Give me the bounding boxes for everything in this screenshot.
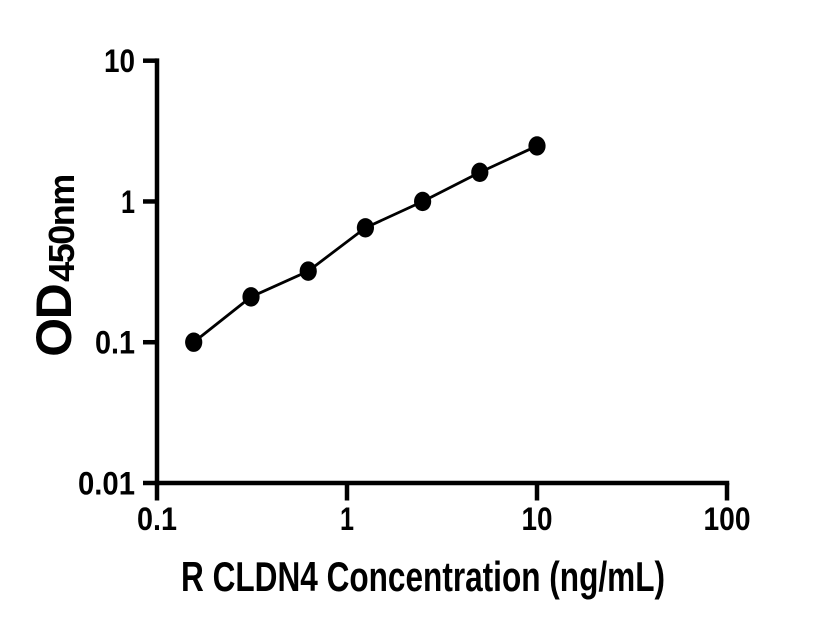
y-axis-title: OD 450nm — [26, 175, 82, 357]
standard-curve-series — [185, 136, 546, 352]
y-tick-label: 1 — [121, 184, 135, 220]
data-point-marker — [471, 162, 489, 183]
x-tick-label: 1 — [340, 501, 354, 537]
x-axis-title: R CLDN4 Concentration (ng/mL) — [181, 553, 665, 600]
x-tick-label: 10 — [522, 501, 553, 537]
data-point-marker — [528, 136, 546, 156]
y-tick-label: 10 — [104, 43, 135, 79]
data-point-marker — [299, 261, 317, 281]
x-tick-label: 100 — [704, 501, 751, 537]
data-point-marker — [242, 287, 260, 307]
y-axis-title-subscript: 450nm — [41, 175, 82, 282]
y-axis-title-main: OD — [26, 284, 82, 356]
data-point-marker — [414, 191, 432, 212]
data-point-marker — [185, 332, 203, 352]
data-point-marker — [356, 218, 375, 238]
y-axis-ticks: 10 1 0.1 0.01 — [78, 43, 157, 502]
y-tick-label: 0.01 — [78, 466, 135, 502]
x-axis-ticks: 0.1 1 10 100 — [137, 483, 751, 537]
y-tick-label: 0.1 — [95, 325, 135, 361]
x-tick-label: 0.1 — [137, 501, 177, 537]
